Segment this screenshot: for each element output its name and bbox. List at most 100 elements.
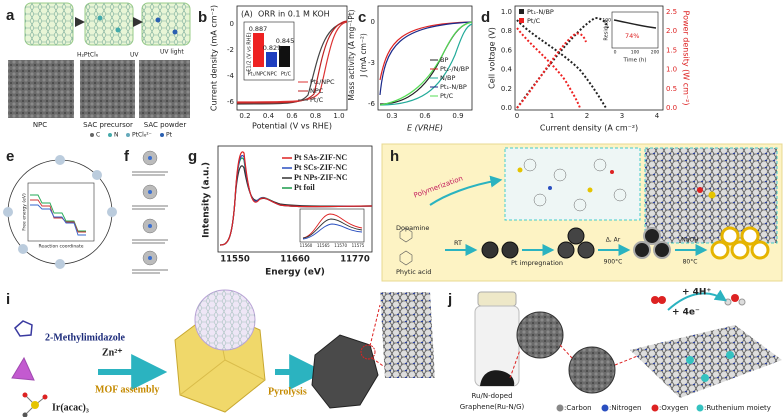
legend-entry: N [114, 132, 119, 139]
axes [377, 5, 473, 111]
condition: 900°C [604, 259, 623, 266]
power-curve [516, 32, 587, 109]
panel-d: d Cell voltage (V) Power density (W cm⁻²… [481, 5, 691, 133]
inset [611, 11, 659, 49]
tick-label: 0.2 [501, 85, 512, 93]
zn-icon [11, 356, 35, 381]
y-axis-label: Cell voltage (V) [488, 27, 497, 89]
step-label: Pyrolysis [268, 386, 307, 397]
curve [219, 151, 373, 246]
sample-label: Ru/N-doped [471, 392, 512, 400]
reagent: UV [130, 52, 139, 59]
tick-label: 0 [515, 112, 519, 120]
panel-label: e [6, 148, 14, 165]
tick-label: 100 [631, 50, 640, 56]
tick-label: 0.4 [501, 66, 513, 74]
x-axis-label: Energy (eV) [265, 268, 325, 278]
tick-label: 0.6 [501, 46, 513, 54]
tick-label: 0.6 [286, 112, 298, 120]
panel-label: f [124, 148, 130, 165]
panel-f: f [124, 148, 168, 274]
panel-label: i [6, 291, 10, 308]
curve [379, 21, 473, 105]
legend-entry: :Carbon [564, 404, 592, 412]
tick-label: 1.0 [333, 112, 344, 120]
legend-entry: Pt NPs-ZIF-NC [294, 173, 348, 182]
tick-label: 0.8 [501, 27, 512, 35]
graphene-model [630, 325, 782, 398]
condition: Pt impregnation [511, 259, 563, 267]
curve [379, 23, 473, 106]
panel-c: c Mass activity (A mg⁻¹Pt) J (mA cm⁻²) E… [347, 5, 473, 133]
tick-label: -2 [227, 46, 234, 54]
step-label: SAC precursor [83, 121, 133, 129]
tick-label: 100 [602, 18, 611, 24]
tick-label: 0 [371, 18, 375, 26]
tick-label: 1 [550, 112, 554, 120]
condition: 80°C [683, 259, 698, 266]
reagent: 2-Methylimidazole [45, 332, 126, 343]
tick-label: 0.8 [310, 112, 321, 120]
sample-label: Graphene(Ru-N/G) [460, 403, 525, 411]
tick-label: 0.3 [386, 112, 397, 120]
tick-label: 0 [614, 50, 617, 56]
y-axis-label: Current density (mA cm⁻²) [210, 5, 219, 111]
axes [236, 5, 348, 111]
tick-label: 11575 [352, 243, 365, 248]
legend-entry: Pt/C [527, 17, 541, 25]
tick-label: -4 [227, 72, 235, 80]
legend-entry: N/BP [440, 74, 456, 82]
panel-label: b [198, 9, 207, 26]
tick-label: 1.5 [666, 46, 677, 54]
panel-e: e Free energy (eV) Reaction coordinate [3, 148, 117, 269]
panel-label: c [358, 9, 366, 26]
inset-category: Pt₁/NPC [248, 72, 267, 78]
tick-label: 0 [230, 20, 234, 28]
legend-entry: PtCl₆²⁻ [132, 132, 152, 139]
panel-h: h Polymerization Dopamine Phytic acid RT… [381, 143, 783, 282]
inset-x-label: Time (h) [623, 58, 647, 64]
panel-label: a [6, 7, 15, 24]
x-axis-label: Potential (V vs RHE) [252, 122, 332, 131]
legend-entry: Pt foil [294, 183, 315, 192]
legend-entry: Pt SAs-ZIF-NC [294, 153, 347, 162]
panel-i: i 2-Methylimidazole Zn²⁺ MOF assembly Ir… [6, 289, 435, 417]
tick-label: 11560 [300, 243, 313, 248]
tick-label: 4 [655, 112, 660, 120]
reagent: Zn²⁺ [102, 347, 123, 358]
y-axis-label: Free energy (eV) [22, 193, 28, 231]
inset-bar [253, 33, 264, 67]
inset-bar [279, 46, 290, 67]
reaction-label: + 4e⁻ [672, 308, 700, 318]
y-axis-label: Intensity (a.u.) [202, 162, 212, 238]
condition: NaOH [681, 237, 698, 244]
y-axis-label: Mass activity (A mg⁻¹Pt) [347, 9, 356, 100]
y2-axis-label: J (mA cm⁻²) [359, 33, 368, 78]
panel-label: d [481, 9, 490, 26]
tick-label: 1.0 [666, 66, 677, 74]
curve [236, 20, 348, 104]
tick-label: 11570 [334, 243, 347, 248]
inset-category: Pt/C [281, 72, 292, 78]
tick-label: 0.0 [501, 104, 512, 112]
step-label: MOF assembly [95, 384, 159, 395]
structure-box [504, 147, 641, 221]
data-label: 0.845 [276, 37, 295, 45]
tick-label: 2.0 [666, 27, 677, 35]
step-label: NPC [33, 121, 47, 129]
tick-label: 11550 [220, 255, 250, 265]
tick-label: 0.4 [263, 112, 275, 120]
tick-label: 2 [585, 112, 589, 120]
legend-entry: :Oxygen [659, 404, 688, 412]
legend-entry: NPC [310, 87, 324, 95]
sem-image [8, 60, 74, 118]
tick-label: 3 [620, 112, 624, 120]
inset-bar [266, 52, 277, 67]
tick-label: -6 [368, 100, 376, 108]
legend-entry: Pt [166, 132, 173, 139]
reagent: Phytic acid [396, 268, 431, 276]
legend-entry: :Nitrogen [609, 404, 641, 412]
x-axis-label: Current density (A cm⁻²) [540, 124, 638, 133]
legend-entry: C [96, 132, 100, 139]
